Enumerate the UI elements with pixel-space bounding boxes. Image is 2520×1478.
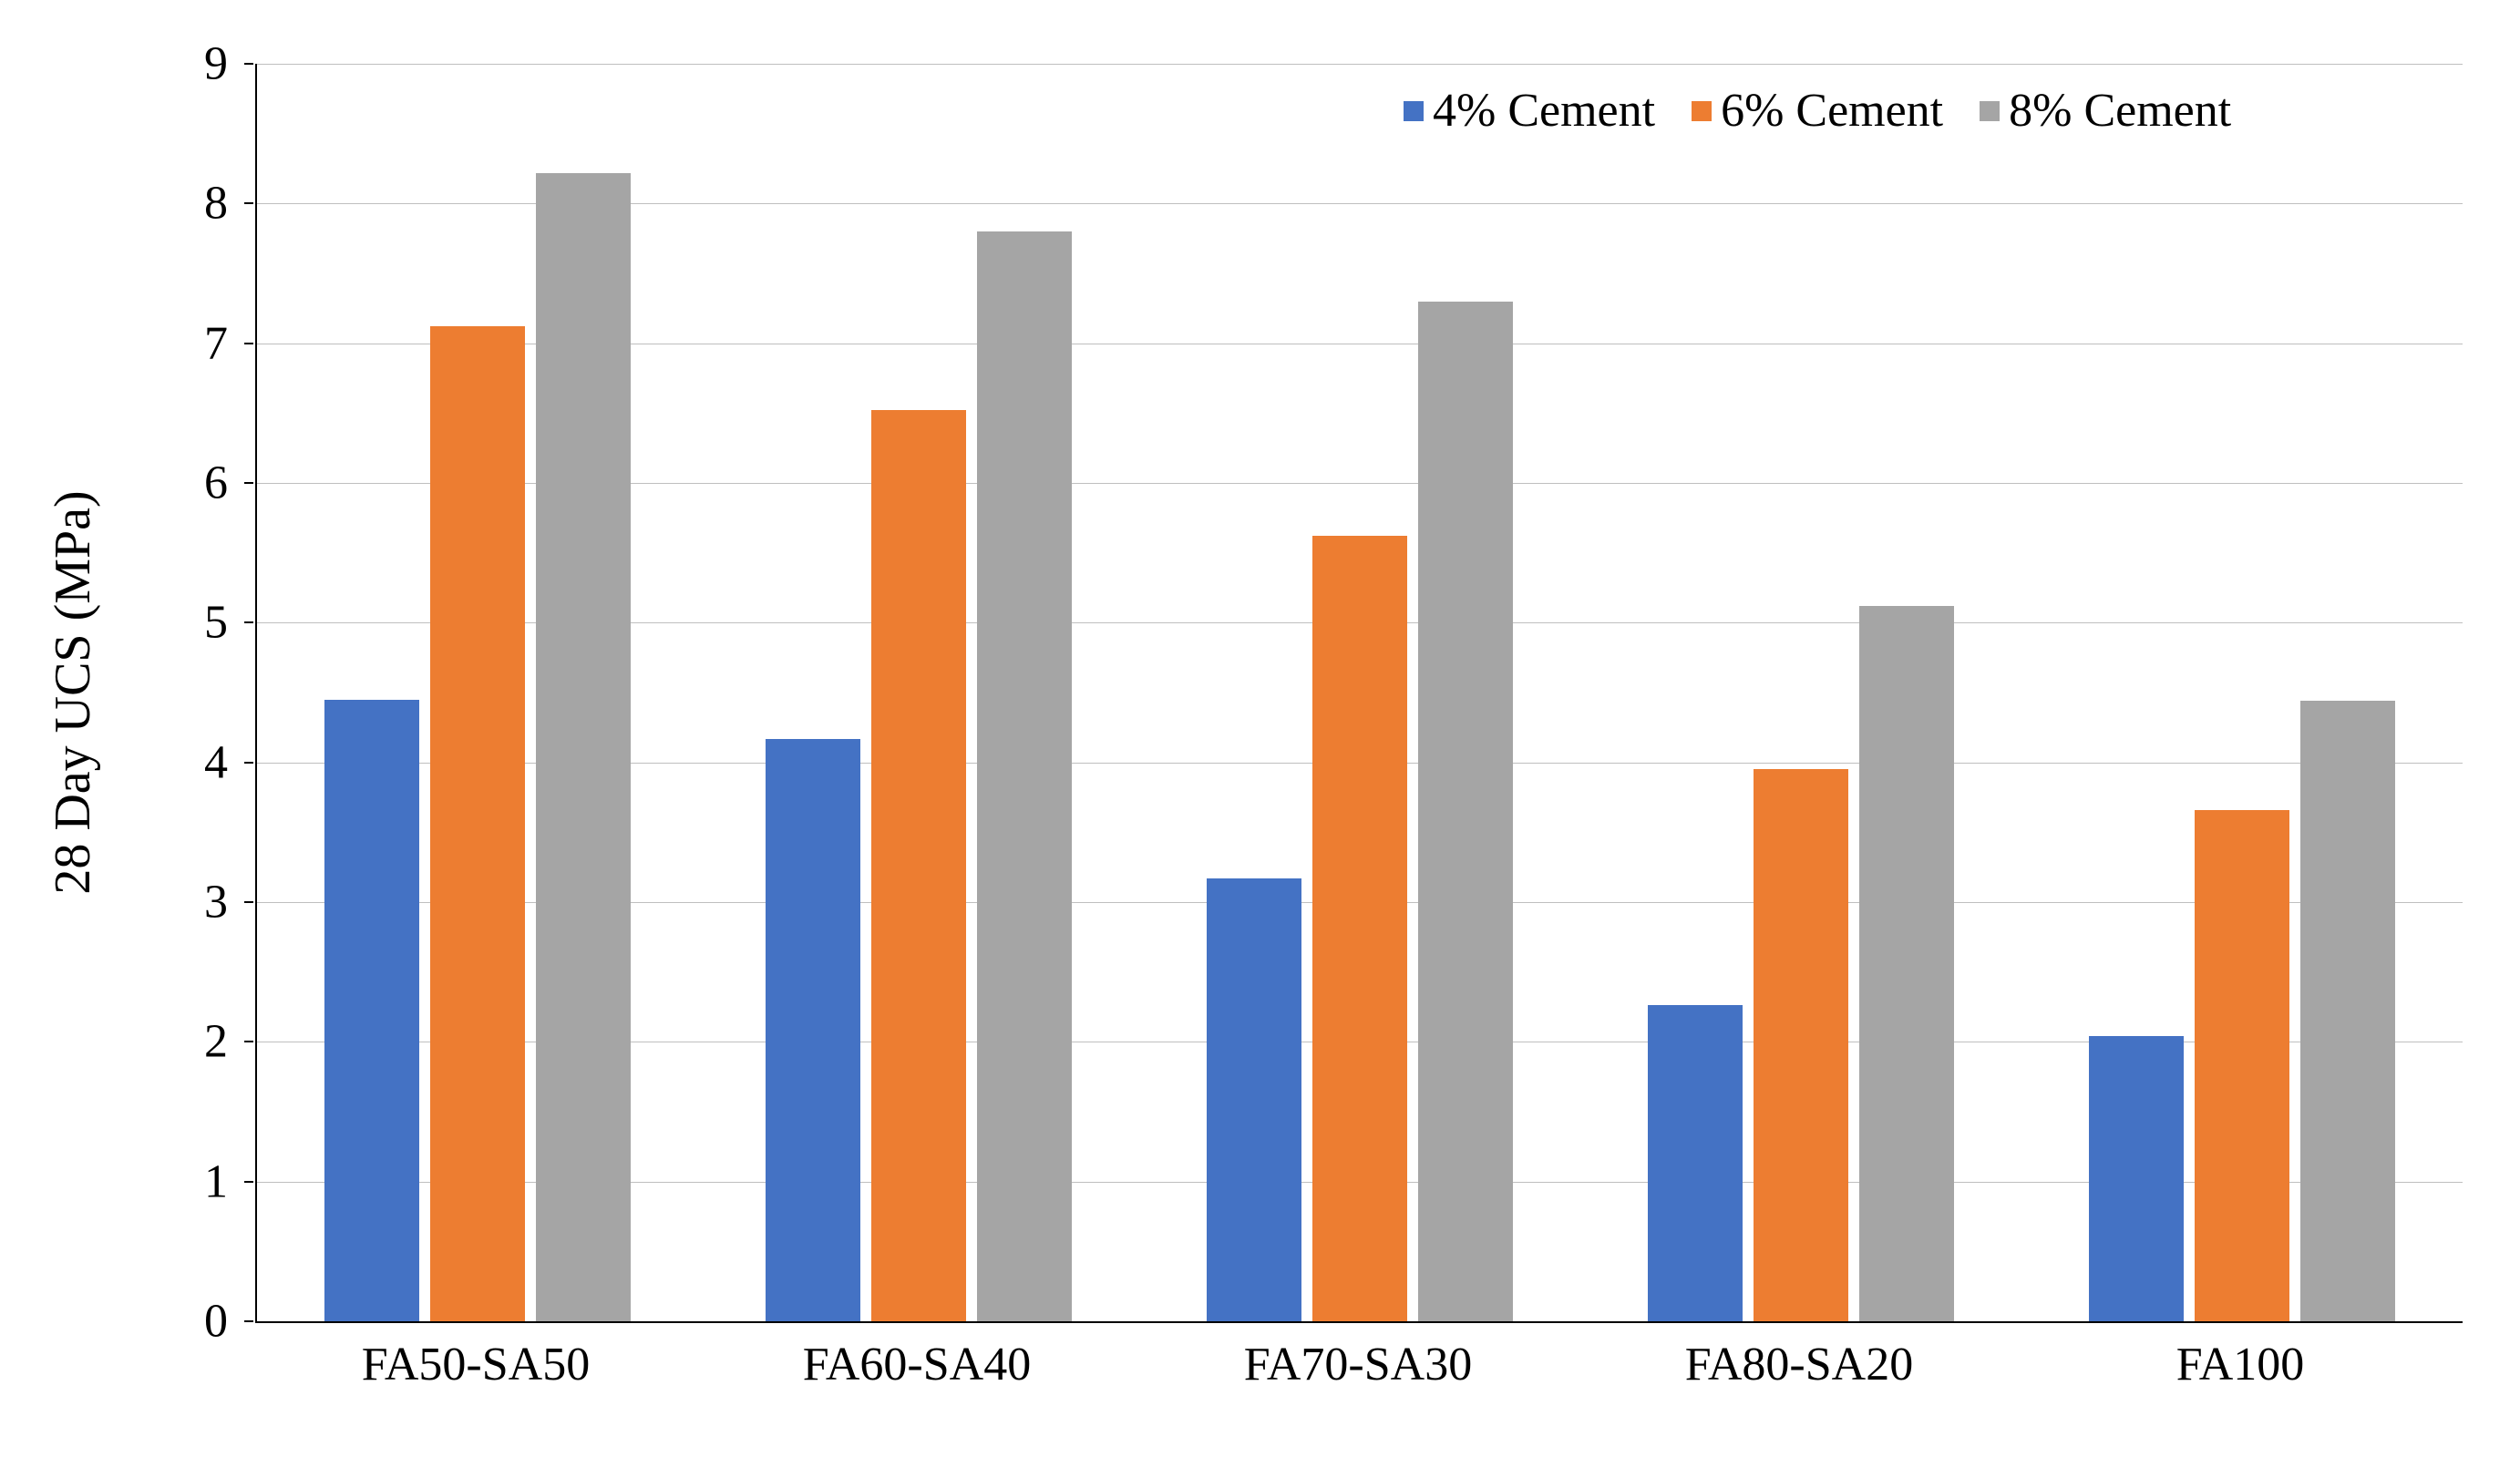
ytick-mark	[244, 621, 253, 623]
xtick-label: FA80-SA20	[1685, 1338, 1913, 1391]
bar	[2089, 1036, 2184, 1321]
bar	[1754, 769, 1848, 1321]
xtick-label: FA100	[2176, 1338, 2305, 1391]
legend-item: 6% Cement	[1692, 84, 1943, 138]
bar	[536, 173, 631, 1321]
bar	[977, 231, 1072, 1321]
bar	[871, 410, 966, 1321]
ytick-mark	[244, 762, 253, 764]
ytick-mark	[244, 63, 253, 65]
bar	[1648, 1005, 1743, 1321]
ytick-mark	[244, 1181, 253, 1183]
bar	[324, 700, 419, 1321]
ytick-label: 2	[0, 1015, 228, 1069]
ytick-label: 4	[0, 735, 228, 789]
bar	[1207, 878, 1301, 1321]
ytick-label: 5	[0, 596, 228, 650]
y-axis-label: 28 Day UCS (MPa)	[44, 490, 102, 894]
ucs-bar-chart: 0 1 2 3 4 5 6 7 8 9 28 Day UCS (MPa) FA50-SA50 FA60-…	[0, 36, 2520, 1442]
ytick-label: 9	[0, 37, 228, 91]
ytick-mark	[244, 901, 253, 903]
legend-item: 4% Cement	[1404, 84, 1655, 138]
bars-layer	[257, 64, 2463, 1321]
bar	[1859, 606, 1954, 1321]
legend-swatch	[1692, 101, 1712, 121]
legend-swatch	[1404, 101, 1424, 121]
legend-swatch	[1980, 101, 2000, 121]
legend: 4% Cement 6% Cement 8% Cement	[1404, 84, 2231, 138]
bar	[1418, 302, 1513, 1321]
ytick-label: 0	[0, 1295, 228, 1349]
legend-item: 8% Cement	[1980, 84, 2231, 138]
ytick-label: 7	[0, 316, 228, 370]
xtick-label: FA70-SA30	[1244, 1338, 1472, 1391]
bar	[2195, 810, 2289, 1321]
legend-label: 4% Cement	[1433, 84, 1655, 138]
xtick-label: FA50-SA50	[362, 1338, 590, 1391]
legend-label: 6% Cement	[1721, 84, 1943, 138]
ytick-label: 3	[0, 876, 228, 929]
ytick-label: 8	[0, 177, 228, 231]
ytick-mark	[244, 1041, 253, 1042]
bar	[430, 326, 525, 1321]
bar	[766, 739, 860, 1321]
ytick-mark	[244, 202, 253, 204]
ytick-mark	[244, 482, 253, 484]
ytick-mark	[244, 1320, 253, 1322]
xtick-label: FA60-SA40	[803, 1338, 1031, 1391]
ytick-label: 6	[0, 457, 228, 510]
legend-label: 8% Cement	[2009, 84, 2231, 138]
ytick-label: 1	[0, 1155, 228, 1208]
ytick-mark	[244, 343, 253, 344]
bar	[2300, 701, 2395, 1321]
bar	[1312, 536, 1407, 1321]
plot-area	[255, 64, 2463, 1323]
